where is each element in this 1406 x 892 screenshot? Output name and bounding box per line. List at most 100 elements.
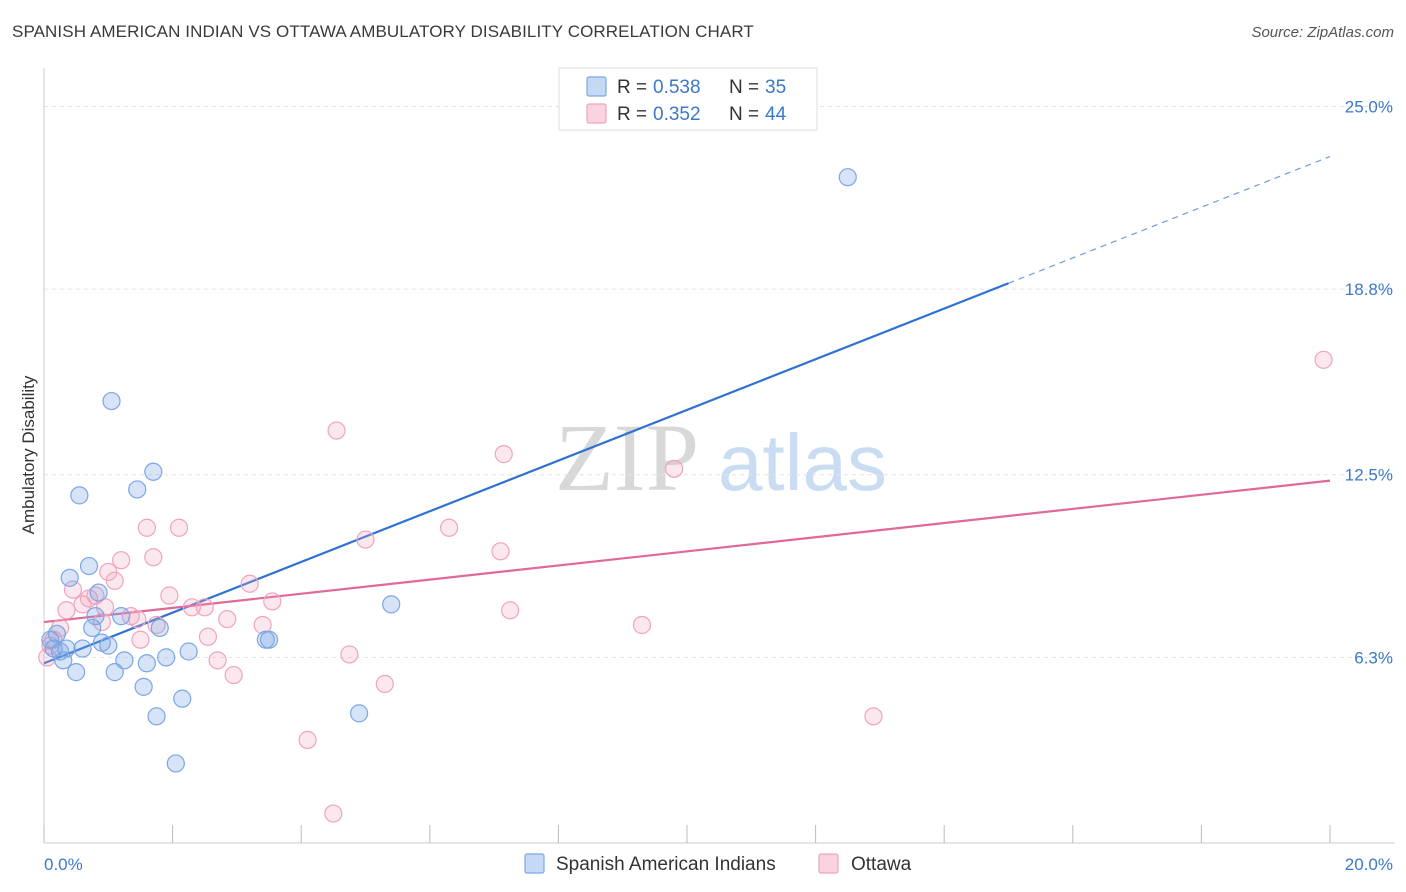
point-ottawa (665, 459, 684, 478)
point-ottawa (131, 630, 150, 649)
point-ottawa (1314, 350, 1333, 369)
y-tick-label: 6.3% (1354, 648, 1393, 667)
watermark-zip: ZIP (555, 404, 699, 511)
point-ottawa (169, 518, 189, 537)
point-spanish-american-indians (179, 642, 198, 661)
point-ottawa (491, 542, 510, 561)
chart-title: SPANISH AMERICAN INDIAN VS OTTAWA AMBULA… (12, 22, 754, 41)
point-ottawa (137, 518, 156, 537)
point-ottawa (439, 518, 459, 537)
point-spanish-american-indians (99, 636, 118, 655)
point-ottawa (57, 601, 76, 620)
point-spanish-american-indians (166, 754, 185, 773)
point-spanish-american-indians (173, 689, 192, 708)
data-points (38, 168, 1333, 823)
watermark-atlas: atlas (718, 418, 887, 507)
bottom-legend-label-2: Ottawa (851, 854, 912, 875)
point-ottawa (240, 574, 259, 593)
point-spanish-american-indians (144, 462, 163, 481)
bottom-legend-swatch-blue (524, 853, 545, 874)
point-spanish-american-indians (838, 168, 857, 187)
point-ottawa (86, 586, 105, 605)
bottom-legend-swatch-pink (818, 853, 839, 874)
legend-n-label-1: N = (729, 77, 759, 98)
legend-n-label-2: N = (729, 104, 759, 125)
point-spanish-american-indians (86, 607, 105, 626)
point-spanish-american-indians (102, 391, 121, 411)
point-spanish-american-indians (54, 651, 73, 670)
point-spanish-american-indians (105, 663, 124, 682)
grid-lines (44, 105, 1395, 658)
point-spanish-american-indians (67, 663, 86, 682)
x-tick-label: 20.0% (1345, 855, 1393, 874)
trendline-ottawa (43, 479, 1331, 624)
point-spanish-american-indians (79, 556, 99, 576)
point-ottawa (501, 601, 520, 620)
point-spanish-american-indians (137, 654, 156, 673)
point-ottawa (160, 586, 179, 605)
point-spanish-american-indians (73, 639, 92, 658)
point-ottawa (195, 598, 214, 617)
point-spanish-american-indians (70, 486, 89, 505)
point-ottawa (63, 580, 83, 599)
y-tick-label: 12.5% (1345, 466, 1393, 485)
point-spanish-american-indians (128, 480, 147, 499)
point-ottawa (375, 674, 394, 694)
point-ottawa (324, 804, 343, 823)
y-tick-label: 18.8% (1345, 280, 1393, 299)
point-spanish-american-indians (60, 568, 79, 587)
legend-swatch-pink (586, 103, 607, 124)
legend-r-value-2: 0.352 (653, 104, 701, 125)
point-spanish-american-indians (382, 595, 401, 614)
point-ottawa (198, 627, 218, 646)
legend-r-label-2: R = (617, 104, 647, 125)
x-tick-label: 0.0% (44, 855, 83, 874)
point-ottawa (224, 665, 243, 685)
point-spanish-american-indians (115, 651, 134, 670)
point-spanish-american-indians (83, 618, 102, 638)
point-spanish-american-indians (57, 639, 76, 658)
legend-n-value-2: 44 (765, 104, 787, 125)
legend: R = 0.538 N = 35 R = 0.352 N = 44 (558, 67, 818, 131)
trend-lines (43, 155, 1331, 665)
legend-r-value-1: 0.538 (653, 77, 701, 98)
point-ottawa (632, 615, 652, 635)
point-ottawa (356, 530, 375, 549)
point-ottawa (144, 548, 163, 567)
axes (43, 68, 1395, 844)
bottom-legend: Spanish American Indians Ottawa (524, 853, 912, 875)
trendline-spanish-american-indians (43, 282, 1009, 665)
point-ottawa (218, 609, 237, 629)
y-axis-title: Ambulatory Disability (19, 375, 38, 534)
point-spanish-american-indians (147, 707, 166, 726)
point-spanish-american-indians (157, 648, 176, 667)
point-ottawa (112, 551, 131, 570)
legend-swatch-blue (586, 76, 607, 97)
bottom-legend-label-1: Spanish American Indians (556, 854, 776, 875)
point-ottawa (128, 609, 147, 629)
legend-n-value-1: 35 (765, 77, 786, 98)
point-ottawa (147, 615, 166, 635)
legend-r-label-1: R = (617, 77, 647, 98)
point-spanish-american-indians (112, 607, 131, 626)
point-spanish-american-indians (150, 618, 169, 638)
trendline-spanish-american-indians-extension (1008, 155, 1331, 284)
point-ottawa (263, 592, 282, 611)
chart-source: Source: ZipAtlas.com (1251, 24, 1394, 41)
point-ottawa (340, 645, 359, 664)
point-ottawa (494, 445, 513, 464)
point-spanish-american-indians (89, 583, 108, 602)
point-ottawa (208, 651, 227, 670)
point-ottawa (182, 598, 201, 617)
point-ottawa (105, 571, 124, 590)
point-spanish-american-indians (349, 704, 369, 723)
point-ottawa (298, 730, 317, 749)
point-spanish-american-indians (47, 624, 66, 643)
point-spanish-american-indians (134, 677, 153, 696)
point-ottawa (864, 707, 883, 726)
point-ottawa (327, 421, 346, 440)
y-tick-label: 25.0% (1345, 97, 1393, 116)
point-spanish-american-indians (259, 630, 279, 649)
tick-labels: 6.3% 12.5% 18.8% 25.0% 0.0% 20.0% (44, 97, 1393, 874)
